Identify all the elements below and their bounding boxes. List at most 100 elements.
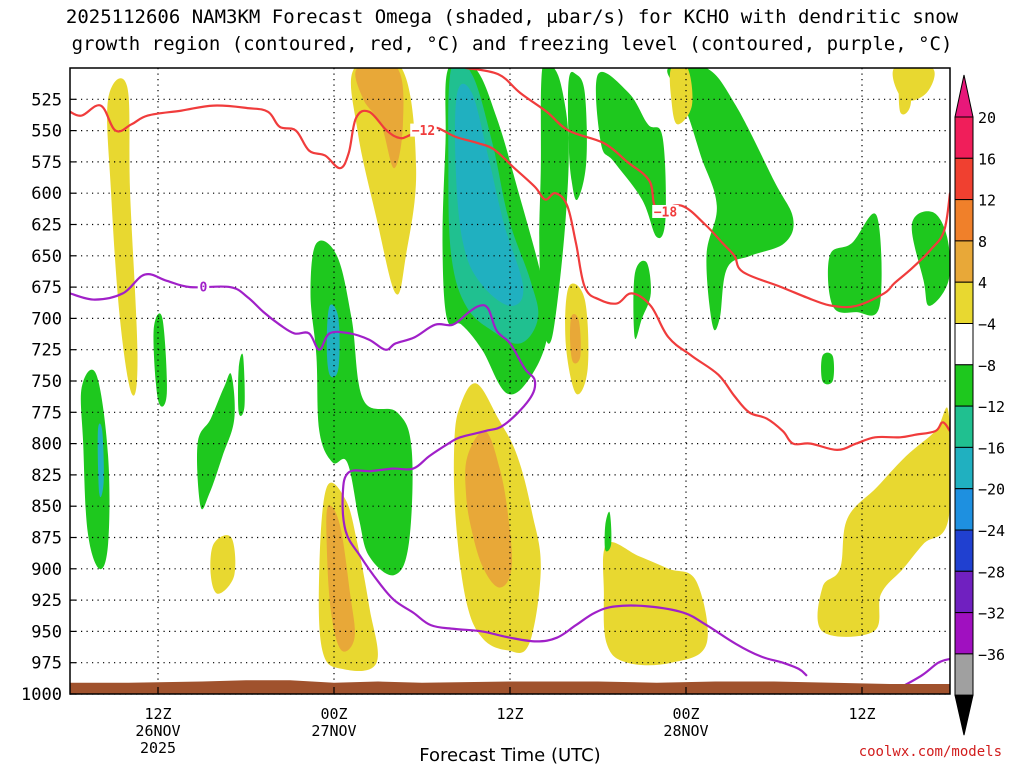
y-tick-label-925: 925 (31, 591, 62, 611)
colorbar-swatch-1 (954, 157, 974, 201)
freezing-contour-label-0: 0 (200, 281, 208, 296)
omega-region-14 (570, 313, 581, 364)
omega-region-18 (667, 68, 794, 331)
dgz-contour-1 (464, 68, 950, 309)
y-tick-label-550: 550 (31, 122, 62, 142)
omega-region-24 (669, 68, 693, 125)
omega-region-12 (602, 542, 708, 666)
freezing-contour-0 (70, 273, 808, 677)
x-tick-label-0: 12Z (144, 705, 171, 723)
omega-region-19 (633, 260, 651, 340)
colorbar-label-1: 16 (978, 150, 996, 168)
y-tick-label-900: 900 (31, 560, 62, 580)
y-tick-label-600: 600 (31, 184, 62, 204)
chart-title-line-1: 2025112606 NAM3KM Forecast Omega (shaded… (65, 6, 959, 28)
omega-region-20 (827, 213, 882, 316)
y-tick-label-875: 875 (31, 529, 62, 549)
y-tick-label-775: 775 (31, 403, 62, 423)
omega-region-26 (80, 369, 110, 570)
colorbar-swatch-7 (954, 405, 974, 448)
gridlines (70, 68, 950, 695)
colorbar-label-0: 20 (978, 109, 996, 127)
y-axis: 525 550 575 600 625 650 675 700 725 750 775 800 825 8… (21, 90, 76, 705)
colorbar-swatch-3 (954, 240, 974, 283)
colorbar-swatch-0 (954, 116, 974, 159)
omega-region-28 (153, 313, 167, 407)
omega-region-27 (97, 423, 104, 498)
y-tick-label-650: 650 (31, 247, 62, 267)
colorbar-swatch-5 (954, 323, 974, 366)
colorbar-swatch-6 (954, 364, 974, 407)
dgz-contour-0 (70, 104, 950, 451)
omega-region-23 (817, 407, 950, 637)
colorbar-label-6: −8 (978, 357, 996, 375)
contour-label-layer: −12 −18 0 (197, 123, 679, 296)
y-tick-label-675: 675 (31, 278, 62, 298)
omega-region-7 (326, 304, 340, 378)
colorbar-label-8: −16 (978, 439, 1005, 457)
omega-region-2 (355, 68, 404, 169)
dgz-contour-label-bg-0 (410, 123, 437, 137)
colorbar-label-10: −24 (978, 522, 1005, 540)
colorbar-label-4: 4 (978, 274, 987, 292)
omega-region-32 (210, 535, 236, 594)
colorbar-swatch-10 (954, 529, 974, 572)
colorbar-swatch-12 (954, 612, 974, 655)
y-tick-label-575: 575 (31, 153, 62, 173)
omega-region-17 (595, 71, 666, 239)
x-tick-label-4: 12Z (848, 705, 875, 723)
colorbar-label-11: −28 (978, 563, 1005, 581)
colorbar: 20 16 12 8 4 −4 −8 −12 −16 −20 −24 −28 −32 −36 (954, 74, 1005, 736)
colorbar-label-2: 12 (978, 192, 996, 210)
colorbar-label-5: −4 (978, 316, 996, 334)
y-tick-label-625: 625 (31, 216, 62, 236)
omega-region-0 (107, 78, 138, 396)
omega-region-22 (821, 352, 835, 385)
y-tick-label-725: 725 (31, 341, 62, 361)
y-tick-label-975: 975 (31, 654, 62, 674)
x-axis-title: Forecast Time (UTC) (419, 745, 601, 766)
y-tick-label-800: 800 (31, 435, 62, 455)
x-tick-label-2: 12Z (496, 705, 523, 723)
chart-title: 2025112606 NAM3KM Forecast Omega (shaded… (0, 4, 1024, 58)
colorbar-swatch-4 (954, 281, 974, 325)
omega-region-21 (911, 211, 950, 306)
x-tick-date-0: 26NOV (135, 722, 180, 740)
colorbar-swatch-9 (954, 488, 974, 531)
colorbar-label-7: −12 (978, 398, 1005, 416)
omega-region-29 (196, 373, 235, 510)
y-tick-label-950: 950 (31, 622, 62, 642)
x-tick-date-1: 27NOV (311, 722, 356, 740)
omega-region-30 (237, 353, 245, 416)
dgz-contour-label-bg-1 (652, 204, 679, 218)
omega-region-31 (604, 511, 612, 552)
colorbar-label-9: −20 (978, 481, 1005, 499)
colorbar-label-12: −32 (978, 605, 1005, 623)
x-tick-date-3: 28NOV (663, 722, 708, 740)
y-tick-label-825: 825 (31, 466, 62, 486)
dgz-contour-label-1: −18 (654, 205, 678, 220)
contour-layer (70, 68, 950, 689)
colorbar-label-3: 8 (978, 233, 987, 251)
credit-text: coolwx.com/models (858, 744, 1002, 760)
colorbar-swatch-11 (954, 570, 974, 614)
omega-region-11 (465, 430, 513, 588)
omega-region-33 (898, 68, 912, 115)
freezing-contour-label-bg-0 (197, 280, 210, 294)
omega-region-5 (454, 83, 524, 306)
x-tick-label-3: 00Z (672, 705, 699, 723)
omega-region-15 (539, 68, 569, 344)
colorbar-swatch-2 (954, 199, 974, 242)
colorbar-bottom-arrow (954, 694, 974, 736)
colorbar-top-arrow (954, 74, 974, 118)
omega-region-16 (567, 71, 587, 201)
freezing-contour-1 (899, 657, 950, 689)
x-tick-label-1: 00Z (320, 705, 347, 723)
y-tick-label-700: 700 (31, 309, 62, 329)
colorbar-label-13: −36 (978, 646, 1005, 664)
y-tick-label-1000: 1000 (21, 685, 62, 705)
dgz-contour-label-0: −12 (412, 124, 435, 139)
y-tick-label-750: 750 (31, 372, 62, 392)
